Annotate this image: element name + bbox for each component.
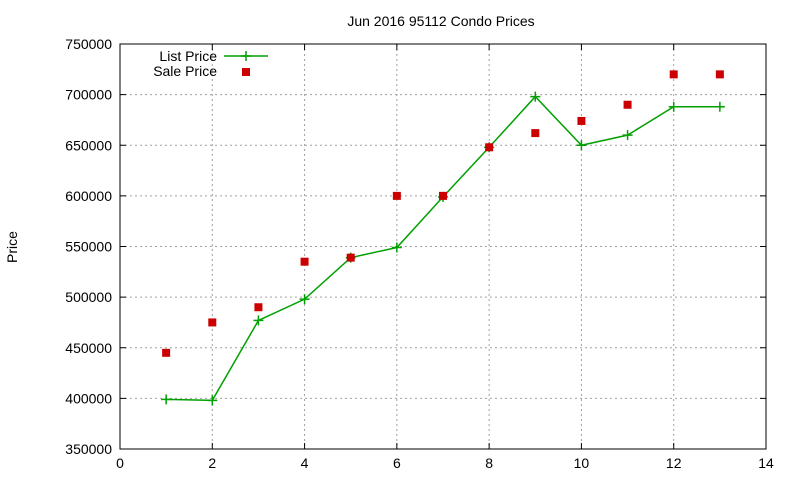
x-tick-label: 8: [485, 455, 493, 471]
y-tick-label: 550000: [65, 239, 112, 255]
series-list-price: [161, 91, 725, 406]
y-tick-label: 650000: [65, 137, 112, 153]
point-sale-price: [208, 318, 217, 327]
point-list-price: [299, 294, 310, 305]
axis-ticks: [119, 43, 767, 450]
x-tick-label: 4: [301, 455, 309, 471]
x-tick-label: 2: [208, 455, 216, 471]
point-sale-price: [392, 191, 401, 200]
point-list-price: [576, 140, 587, 151]
legend-swatch-marker-sale-price: [242, 68, 250, 76]
y-tick-label: 500000: [65, 289, 112, 305]
point-sale-price: [346, 253, 355, 262]
point-sale-price: [531, 129, 540, 138]
legend-swatches: [224, 51, 268, 76]
x-tick-label: 12: [666, 455, 682, 471]
point-sale-price: [254, 303, 263, 312]
y-tick-label: 350000: [65, 441, 112, 457]
point-sale-price: [485, 143, 494, 152]
point-sale-price: [162, 348, 171, 357]
legend-label-sale-price: Sale Price: [153, 63, 217, 79]
gridlines: [120, 44, 766, 449]
y-axis-label: Price: [4, 231, 20, 263]
x-tick-label: 0: [116, 455, 124, 471]
point-sale-price: [300, 257, 309, 266]
point-list-price: [253, 315, 264, 326]
series-sale-price: [162, 70, 724, 357]
y-tick-label: 750000: [65, 36, 112, 52]
point-list-price: [668, 101, 679, 112]
series-layer: [161, 70, 725, 406]
legend-swatch-marker-list-price: [241, 51, 251, 61]
y-tick-label: 700000: [65, 87, 112, 103]
point-sale-price: [439, 191, 447, 200]
point-sale-price: [669, 70, 678, 79]
point-list-price: [530, 91, 541, 102]
y-tick-label: 400000: [65, 390, 112, 406]
point-list-price: [391, 242, 402, 253]
point-sale-price: [715, 70, 724, 79]
point-list-price: [161, 394, 172, 405]
x-tick-label: 10: [574, 455, 590, 471]
point-sale-price: [623, 100, 632, 109]
point-list-price: [714, 101, 725, 112]
point-list-price: [622, 130, 633, 141]
x-tick-label: 6: [393, 455, 401, 471]
series-line-list-price: [166, 95, 720, 402]
legend-label-list-price: List Price: [159, 48, 217, 64]
legend: List Price Sale Price: [153, 48, 268, 79]
chart-title: Jun 2016 95112 Condo Prices: [347, 13, 534, 29]
y-tick-label: 600000: [65, 188, 112, 204]
y-tick-label: 450000: [65, 340, 112, 356]
point-sale-price: [577, 116, 586, 125]
axis-tick-labels: 0 2 4 6 8 10 12 14 350000 400000 450000 500000 55000…: [65, 36, 774, 471]
x-tick-label: 14: [758, 455, 774, 471]
point-list-price: [207, 395, 218, 406]
